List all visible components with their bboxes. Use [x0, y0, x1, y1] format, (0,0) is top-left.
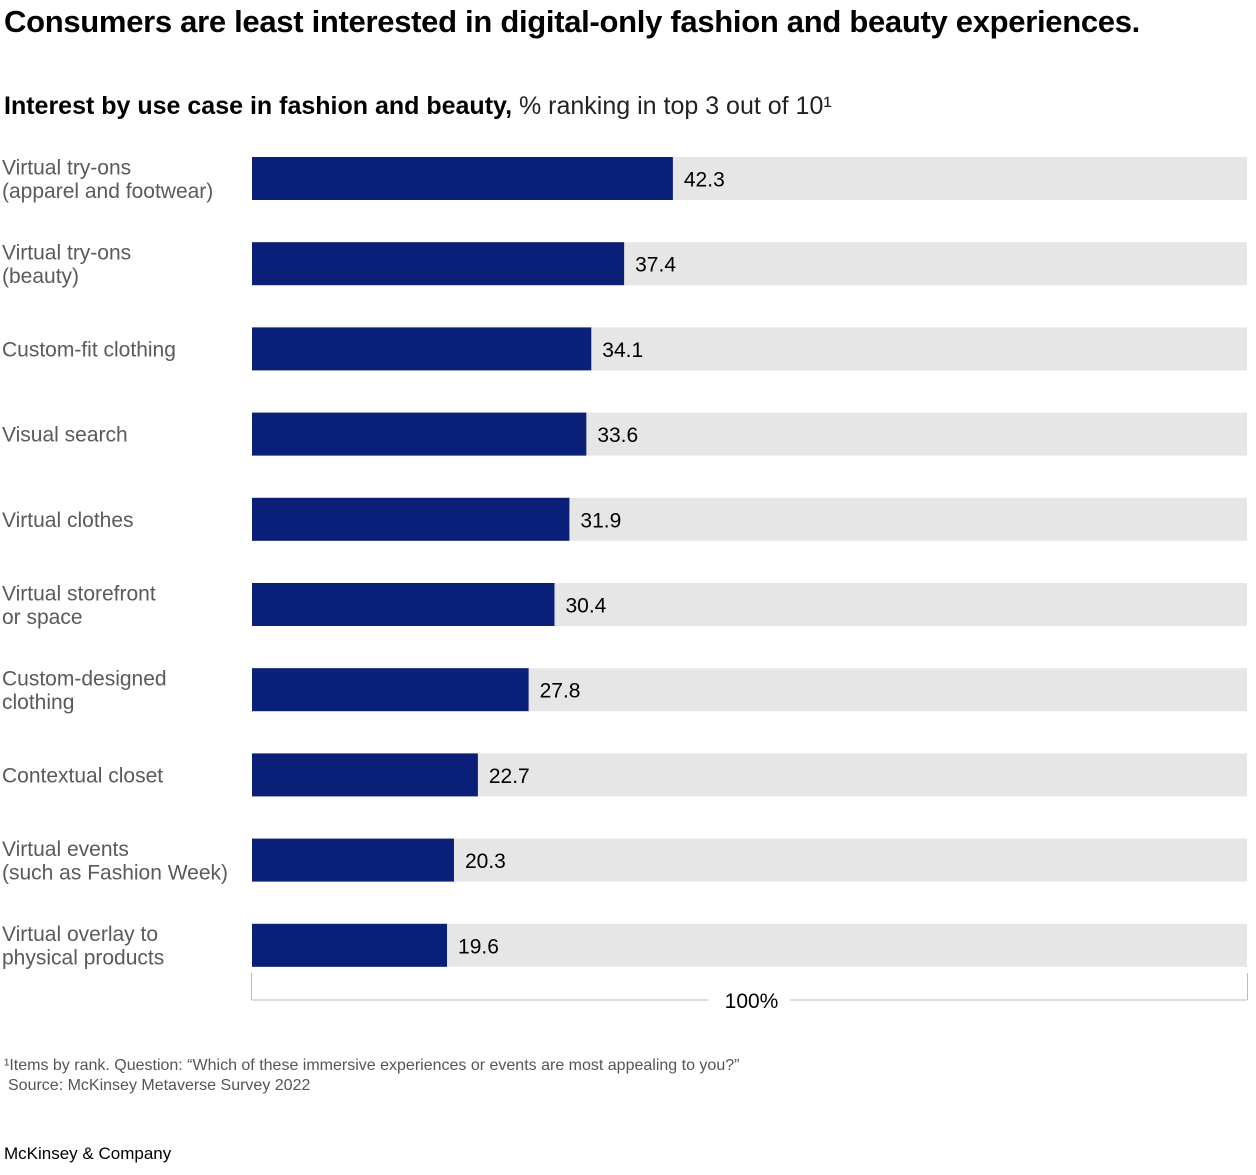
category-label: Virtual overlay to physical products — [2, 923, 164, 970]
category-label: Virtual try-ons (apparel and footwear) — [2, 156, 213, 203]
value-label: 33.6 — [597, 424, 638, 447]
value-label: 27.8 — [540, 680, 581, 703]
bar — [252, 242, 625, 286]
value-label: 22.7 — [489, 765, 530, 788]
bar — [252, 497, 570, 541]
category-label: Virtual storefront or space — [2, 582, 156, 629]
value-label: 31.9 — [580, 509, 621, 532]
footnote-text: ¹Items by rank. Question: “Which of thes… — [4, 1057, 740, 1074]
category-label: Contextual closet — [2, 764, 163, 787]
source-text: Source: McKinsey Metaverse Survey 2022 — [8, 1077, 311, 1094]
bar — [252, 327, 592, 371]
value-label: 20.3 — [465, 850, 506, 873]
bar — [252, 412, 587, 456]
bar — [252, 583, 555, 626]
category-label: Virtual clothes — [2, 509, 134, 532]
category-label: Custom-designed clothing — [2, 667, 167, 714]
value-label: 34.1 — [602, 339, 643, 362]
category-label: Custom-fit clothing — [2, 338, 176, 361]
bar — [252, 923, 448, 967]
bar — [252, 753, 478, 797]
category-label: Virtual try-ons (beauty) — [2, 241, 131, 288]
axis-label: 100% — [725, 990, 779, 1013]
value-label: 30.4 — [565, 595, 606, 618]
bar-chart: 42.3 Virtual try-ons (apparel and footwear… — [2, 156, 1248, 1013]
bar — [252, 157, 673, 200]
value-label: 19.6 — [458, 935, 499, 958]
bar — [252, 838, 454, 882]
value-label: 42.3 — [684, 169, 725, 192]
chart-subtitle: Interest by use case in fashion and beau… — [4, 92, 1254, 121]
value-label: 37.4 — [635, 254, 676, 277]
subtitle-unit: % ranking in top 3 out of 10¹ — [512, 92, 832, 120]
chart-title: Consumers are least interested in digita… — [4, 4, 1140, 39]
bar — [252, 668, 529, 712]
category-label: Virtual events (such as Fashion Week) — [2, 838, 228, 885]
category-label: Visual search — [2, 424, 128, 447]
footnote: ¹Items by rank. Question: “Which of thes… — [4, 1056, 1244, 1096]
brand-name: McKinsey & Company — [4, 1144, 172, 1163]
subtitle-bold: Interest by use case in fashion and beau… — [4, 92, 513, 120]
